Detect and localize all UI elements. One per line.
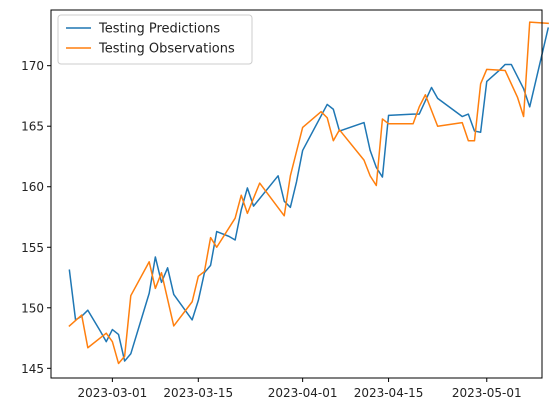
legend-label-observations: Testing Observations xyxy=(98,42,235,57)
plot-frame xyxy=(50,9,543,379)
y-tick-label: 150 xyxy=(21,301,44,315)
y-axis: 145 150 155 160 165 170 xyxy=(21,59,51,376)
x-tick-label: 2023-03-01 xyxy=(78,386,148,400)
legend: Testing Predictions Testing Observations xyxy=(57,14,253,65)
y-tick-label: 160 xyxy=(21,180,44,194)
series-line-observations xyxy=(68,21,549,365)
series-layer xyxy=(68,21,550,365)
x-tick-label: 2023-03-15 xyxy=(163,386,233,400)
legend-label-predictions: Testing Predictions xyxy=(98,22,220,37)
legend-box xyxy=(57,14,253,65)
y-tick-label: 170 xyxy=(21,59,44,73)
plot-area xyxy=(51,10,542,378)
series-line-predictions xyxy=(68,27,550,362)
y-tick-label: 155 xyxy=(21,241,44,255)
x-tick-label: 2023-04-01 xyxy=(268,386,338,400)
y-tick-label: 145 xyxy=(21,362,44,376)
x-tick-label: 2023-04-15 xyxy=(354,386,424,400)
y-tick-label: 165 xyxy=(21,120,44,134)
x-tick-label: 2023-05-01 xyxy=(452,386,522,400)
x-axis: 2023-03-01 2023-03-15 2023-04-01 2023-04-15… xyxy=(78,378,522,400)
